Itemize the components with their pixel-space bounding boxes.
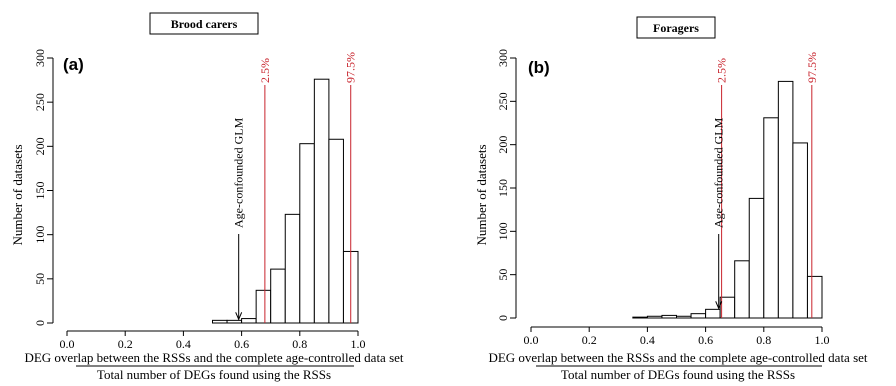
- quantile-label: 97.5%: [344, 52, 358, 83]
- histogram-bar: [226, 319, 243, 324]
- panel-title-box: [149, 12, 259, 35]
- y-axis-label: Number of datasets: [474, 144, 489, 245]
- histogram-bar: [661, 314, 678, 319]
- histogram-bar: [777, 80, 794, 319]
- x-tick-label: 0.2: [118, 337, 133, 351]
- x-axis: 0.0 0.2 0.4 0.6 0.8 1.0: [524, 326, 830, 347]
- panel-title: Foragers: [653, 21, 699, 35]
- x-axis: 0.0 0.2 0.4 0.6 0.8 1.0: [60, 330, 366, 351]
- x-tick-label: 0.0: [60, 337, 75, 351]
- histogram-bar: [299, 143, 315, 324]
- y-tick-label: 150: [33, 182, 47, 200]
- x-axis-label: DEG overlap between the RSSs and the com…: [488, 350, 867, 365]
- y-tick-label: 300: [496, 49, 510, 67]
- x-tick-label: 1.0: [351, 337, 366, 351]
- panel-title-box: [636, 16, 716, 39]
- histogram-bar: [270, 268, 286, 324]
- y-tick-label: 100: [33, 226, 47, 244]
- quantile-label: 2.5%: [258, 58, 272, 83]
- arrow-label: Age-confounded GLM: [712, 117, 726, 228]
- histogram-bar: [676, 315, 692, 319]
- histogram-bar: [748, 197, 765, 319]
- panel-label: (b): [528, 58, 550, 77]
- y-tick-label: 0: [33, 320, 47, 326]
- x-tick-label: 0.8: [756, 333, 771, 347]
- arrow-head: [715, 301, 723, 310]
- y-tick-label: 50: [33, 273, 47, 285]
- y-axis: 0 50 100 150 200 250 300: [496, 49, 517, 321]
- x-tick-label: 0.8: [292, 337, 307, 351]
- panel-title: Brood carers: [171, 17, 238, 31]
- histogram-bar: [646, 315, 663, 319]
- histogram-bar: [284, 213, 301, 324]
- x-axis-label-denominator: Total number of DEGs found using the RSS…: [561, 367, 795, 382]
- y-tick-label: 250: [33, 93, 47, 111]
- histogram-bar: [690, 313, 707, 319]
- x-tick-label: 0.6: [698, 333, 713, 347]
- y-tick-label: 50: [496, 269, 510, 281]
- histogram-bar: [313, 78, 330, 324]
- histogram-bar: [241, 318, 257, 324]
- y-axis: 0 50 100 150 200 250 300: [33, 49, 54, 326]
- histogram-bar: [705, 308, 721, 319]
- histogram-bar: [255, 289, 272, 324]
- y-tick-label: 200: [496, 136, 510, 154]
- histogram-bar: [763, 117, 779, 319]
- histogram-bar: [212, 319, 228, 324]
- panel-brood-carers: Brood carers (a) Number of datasets DEG …: [10, 12, 404, 382]
- histogram-bar: [792, 142, 808, 319]
- y-tick-label: 0: [496, 315, 510, 321]
- histogram-bars: [632, 80, 823, 319]
- x-axis-label-denominator: Total number of DEGs found using the RSS…: [97, 367, 331, 382]
- glm-arrow: Age-confounded GLM: [712, 117, 726, 310]
- histogram-bar: [806, 275, 823, 319]
- quantile-lines: 2.5% 97.5%: [715, 52, 819, 318]
- x-tick-label: 0.2: [582, 333, 597, 347]
- glm-arrow: Age-confounded GLM: [232, 117, 246, 321]
- y-tick-label: 200: [33, 137, 47, 155]
- quantile-label: 2.5%: [715, 58, 729, 83]
- histogram-bar: [328, 138, 344, 324]
- x-tick-label: 0.6: [234, 337, 249, 351]
- y-tick-label: 300: [33, 49, 47, 67]
- quantile-label: 97.5%: [805, 52, 819, 83]
- histogram-bar: [632, 316, 648, 319]
- quantile-lines: 2.5% 97.5%: [258, 52, 358, 323]
- y-tick-label: 100: [496, 222, 510, 240]
- arrow-label: Age-confounded GLM: [232, 117, 246, 228]
- histogram-bars: [212, 78, 359, 324]
- y-tick-label: 250: [496, 92, 510, 110]
- x-tick-label: 0.4: [640, 333, 655, 347]
- y-axis-label: Number of datasets: [10, 144, 25, 245]
- x-tick-label: 1.0: [815, 333, 830, 347]
- panel-label: (a): [63, 55, 84, 74]
- x-tick-label: 0.4: [176, 337, 191, 351]
- histogram-bar: [719, 296, 736, 319]
- x-axis-label: DEG overlap between the RSSs and the com…: [24, 350, 403, 365]
- x-tick-label: 0.0: [524, 333, 539, 347]
- arrow-head: [235, 312, 243, 321]
- y-tick-label: 150: [496, 179, 510, 197]
- panel-foragers: Foragers (b) Number of datasets DEG over…: [474, 16, 868, 382]
- histogram-bar: [734, 260, 750, 319]
